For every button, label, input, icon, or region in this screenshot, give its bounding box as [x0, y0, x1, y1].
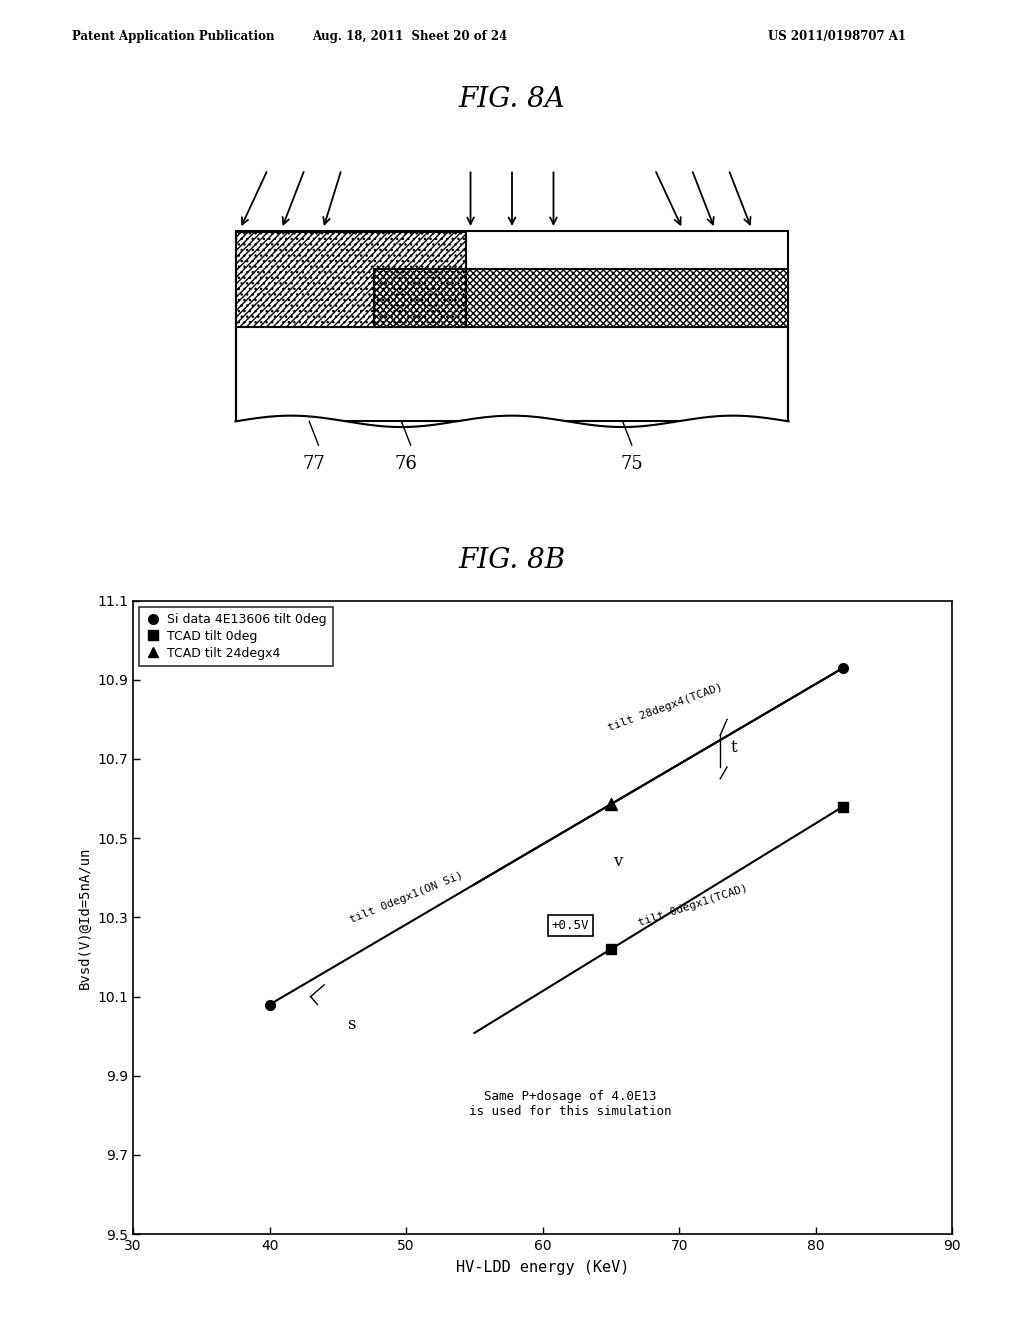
Text: FIG. 8B: FIG. 8B	[459, 548, 565, 574]
X-axis label: HV-LDD energy (KeV): HV-LDD energy (KeV)	[456, 1261, 630, 1275]
Text: tilt 0degx1(TCAD): tilt 0degx1(TCAD)	[637, 883, 749, 928]
Legend: Si data 4E13606 tilt 0deg, TCAD tilt 0deg, TCAD tilt 24degx4: Si data 4E13606 tilt 0deg, TCAD tilt 0de…	[139, 607, 333, 665]
Bar	[236, 232, 466, 327]
Text: Aug. 18, 2011  Sheet 20 of 24: Aug. 18, 2011 Sheet 20 of 24	[312, 30, 507, 44]
Text: 77: 77	[302, 454, 326, 473]
Text: 75: 75	[621, 454, 643, 473]
Bar	[236, 231, 788, 421]
Text: +0.5V: +0.5V	[551, 919, 589, 932]
Text: FIG. 8A: FIG. 8A	[459, 86, 565, 114]
Y-axis label: Bvsd(V)@Id=5nA/un: Bvsd(V)@Id=5nA/un	[78, 846, 92, 989]
Bar	[236, 232, 466, 327]
Text: tilt 0degx1(ON Si): tilt 0degx1(ON Si)	[348, 870, 465, 925]
Text: tilt 28degx4(TCAD): tilt 28degx4(TCAD)	[607, 682, 724, 733]
Bar	[374, 269, 788, 327]
Text: Patent Application Publication: Patent Application Publication	[72, 30, 274, 44]
Text: Same P+dosage of 4.0E13
is used for this simulation: Same P+dosage of 4.0E13 is used for this…	[469, 1089, 672, 1118]
Bar	[236, 232, 466, 327]
Text: v: v	[613, 854, 623, 870]
Text: US 2011/0198707 A1: US 2011/0198707 A1	[768, 30, 906, 44]
Text: s: s	[347, 1016, 355, 1032]
Text: 76: 76	[394, 454, 418, 473]
Text: t: t	[730, 739, 737, 755]
